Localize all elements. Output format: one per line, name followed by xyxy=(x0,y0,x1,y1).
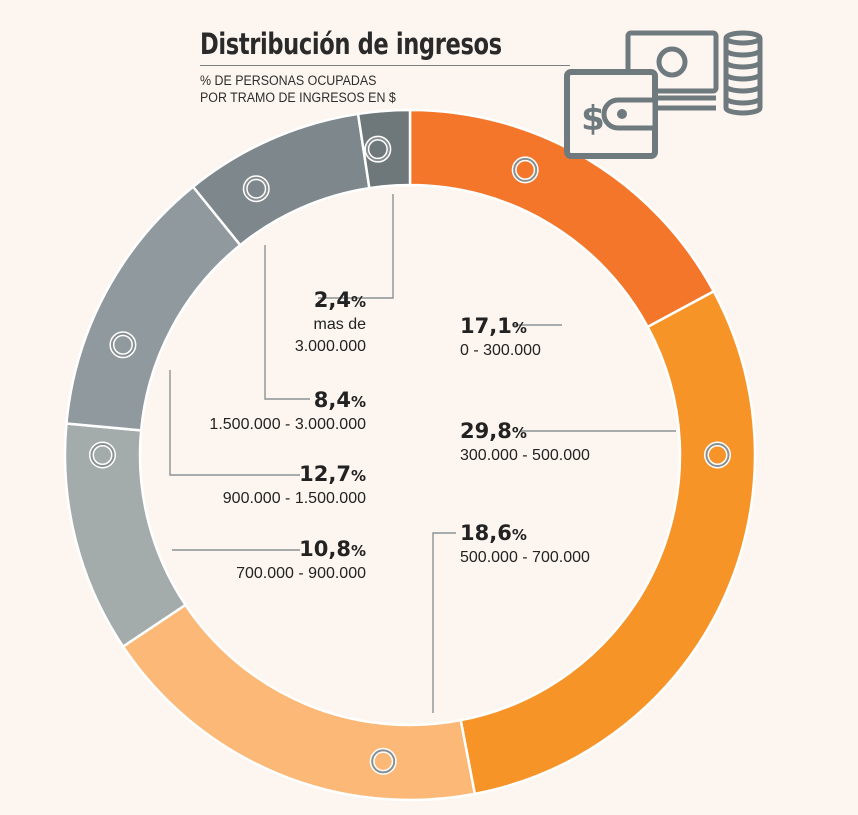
money-wallet-coins-icon: $ xyxy=(564,30,763,159)
tick-label-0-300-000: 0 - 300.000 xyxy=(460,342,541,359)
data-label-0-300-000: 17,1% xyxy=(460,314,527,338)
tick-label-300-000-500-000: 300.000 - 500.000 xyxy=(460,447,590,464)
slice-300-000-500-000 xyxy=(459,289,757,796)
svg-text:$: $ xyxy=(581,99,605,139)
data-label-700-000-900-000: 10,8% xyxy=(299,537,366,561)
slice-mas-de-3-000-000 xyxy=(356,108,412,190)
chart-subtitle: % DE PERSONAS OCUPADAS POR TRAMO DE INGR… xyxy=(200,72,396,106)
subtitle-line-1: % DE PERSONAS OCUPADAS xyxy=(200,73,377,88)
tick-label-1-500-000-3-000-000: 1.500.000 - 3.000.000 xyxy=(209,416,366,433)
data-label-1-500-000-3-000-000: 8,4% xyxy=(314,388,366,412)
chart-header: Distribución de ingresos % DE PERSONAS O… xyxy=(200,26,570,105)
marker-500-000-700-000 xyxy=(371,749,396,774)
tick-label-mas-de-3-000-000-1: mas de xyxy=(314,316,367,333)
leader-line-900-000-1-500-000 xyxy=(169,370,300,476)
tick-label-900-000-1-500-000: 900.000 - 1.500.000 xyxy=(223,490,366,507)
marker-700-000-900-000 xyxy=(90,443,115,467)
chart-title: Distribución de ingresos xyxy=(200,27,502,61)
leader-line-1-500-000-3-000-000 xyxy=(264,245,310,400)
subtitle-line-2: POR TRAMO DE INGRESOS EN $ xyxy=(200,90,396,105)
data-label-900-000-1-500-000: 12,7% xyxy=(299,462,366,486)
marker-1-500-000-3-000-000 xyxy=(244,176,269,201)
marker-300-000-500-000 xyxy=(705,443,730,467)
title-divider xyxy=(200,65,570,66)
slice-labels: 17,1% 0 - 300.000 29,8% 300.000 - 500.000 18… xyxy=(209,288,590,582)
data-label-300-000-500-000: 29,8% xyxy=(460,419,527,443)
marker-900-000-1-500-000 xyxy=(110,332,135,357)
marker-mas-de-3-000-000 xyxy=(365,137,390,162)
leader-line-500-000-700-000 xyxy=(432,532,456,713)
leader-line-mas-de-3-000-000 xyxy=(318,194,394,299)
data-label-500-000-700-000: 18,6% xyxy=(460,521,527,545)
donut-slices xyxy=(63,108,757,802)
callout-lines xyxy=(89,135,731,775)
tick-label-500-000-700-000: 500.000 - 700.000 xyxy=(460,549,590,566)
tick-label-700-000-900-000: 700.000 - 900.000 xyxy=(236,565,366,582)
slice-900-000-1-500-000 xyxy=(65,184,242,432)
tick-label-mas-de-3-000-000-2: 3.000.000 xyxy=(295,338,366,355)
slice-500-000-700-000 xyxy=(121,603,477,802)
marker-0-300-000 xyxy=(513,157,538,182)
data-label-mas-de-3-000-000: 2,4% xyxy=(314,288,366,312)
slice-700-000-900-000 xyxy=(63,422,188,649)
